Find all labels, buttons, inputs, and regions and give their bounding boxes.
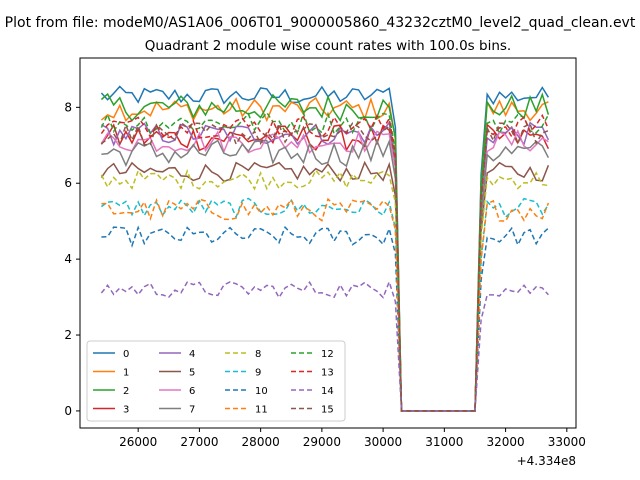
legend-label-1: 1 [123, 368, 129, 379]
x-tick-label: 32000 [486, 435, 524, 449]
chart-suptitle: Plot from file: modeM0/AS1A06_006T01_900… [5, 15, 636, 31]
x-tick-label: 30000 [364, 435, 402, 449]
x-tick-label: 26000 [119, 435, 157, 449]
legend-label-10: 10 [255, 386, 268, 397]
y-tick-label: 6 [64, 176, 72, 190]
x-tick-label: 27000 [180, 435, 218, 449]
legend-label-0: 0 [123, 349, 129, 360]
legend-label-11: 11 [255, 405, 268, 416]
legend-label-13: 13 [321, 368, 334, 379]
plot-lines [100, 85, 550, 412]
y-tick-label: 4 [64, 252, 72, 266]
chart-title: Quadrant 2 module wise count rates with … [145, 38, 511, 54]
legend-box [86, 340, 346, 422]
legend-label-6: 6 [189, 386, 195, 397]
legend-label-9: 9 [255, 368, 261, 379]
x-tick-label: 31000 [425, 435, 463, 449]
x-axis: 26000 27000 28000 29000 30000 31000 32000 33000 [119, 428, 586, 449]
series-line-15 [100, 121, 549, 412]
x-tick-label: 33000 [548, 435, 586, 449]
series-line-9 [100, 197, 550, 412]
x-tick-label: 29000 [303, 435, 341, 449]
x-offset-label: +4.334e8 [517, 454, 576, 468]
y-axis: 0 2 4 6 8 [64, 100, 80, 418]
legend-label-2: 2 [123, 386, 129, 397]
legend-label-12: 12 [321, 349, 334, 360]
y-tick-label: 2 [64, 328, 72, 342]
legend-label-3: 3 [123, 405, 129, 416]
legend-label-7: 7 [189, 405, 195, 416]
plot-frame [79, 57, 577, 429]
legend-label-14: 14 [321, 386, 334, 397]
y-tick-label: 8 [64, 100, 72, 114]
y-tick-label: 0 [64, 404, 72, 418]
legend-label-8: 8 [255, 349, 261, 360]
legend-label-15: 15 [321, 405, 334, 416]
legend-label-5: 5 [189, 368, 195, 379]
x-tick-label: 28000 [242, 435, 280, 449]
legend-label-4: 4 [189, 349, 195, 360]
